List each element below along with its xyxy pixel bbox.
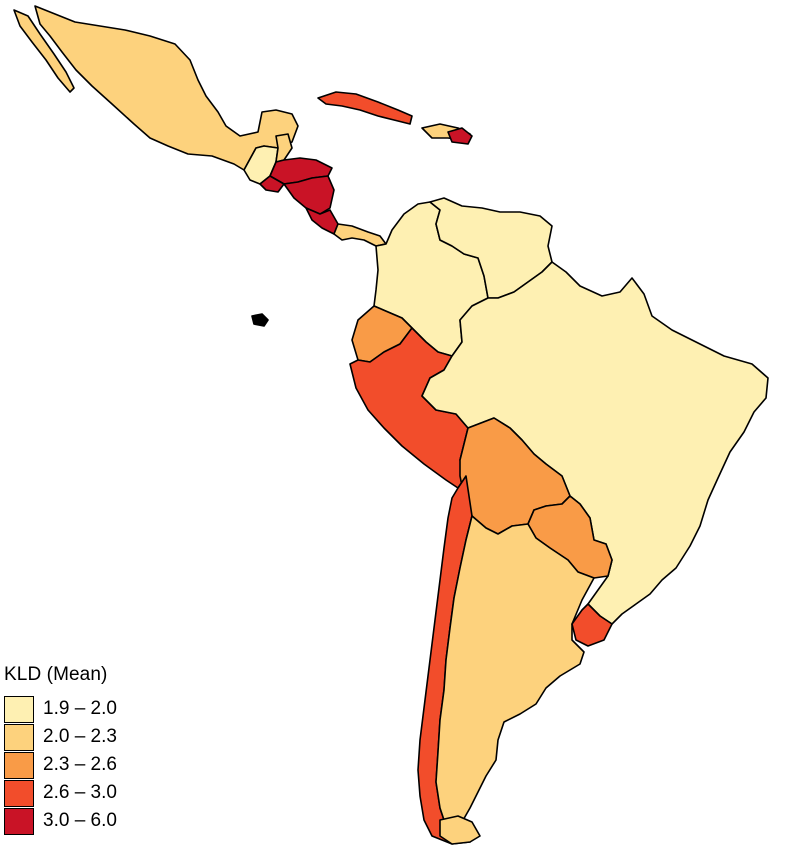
legend-label: 2.3 – 2.6 (43, 754, 117, 775)
legend-swatch (4, 695, 34, 723)
legend-item: 2.3 – 2.6 (4, 751, 184, 779)
map-legend: KLD (Mean) 1.9 – 2.0 2.0 – 2.3 2.3 – 2.6… (4, 664, 184, 835)
legend-label: 1.9 – 2.0 (43, 698, 117, 719)
country-uruguay[interactable] (571, 603, 613, 647)
legend-swatch (4, 807, 34, 835)
legend-swatch (4, 751, 34, 779)
country-puerto-rico[interactable] (447, 127, 473, 145)
country-tierra-del-fuego[interactable] (439, 815, 481, 845)
legend-label: 2.6 – 3.0 (43, 782, 117, 803)
legend-item: 2.0 – 2.3 (4, 723, 184, 751)
legend-item: 2.6 – 3.0 (4, 779, 184, 807)
legend-swatch (4, 779, 34, 807)
legend-swatch (4, 723, 34, 751)
legend-item: 3.0 – 6.0 (4, 807, 184, 835)
country-panama[interactable] (333, 223, 387, 247)
country-nicaragua[interactable] (283, 175, 335, 215)
legend-title: KLD (Mean) (4, 664, 108, 685)
legend-label: 2.0 – 2.3 (43, 726, 117, 747)
galapagos-islands (251, 313, 269, 327)
country-el-salvador[interactable] (259, 175, 285, 193)
country-mexico-baja[interactable] (13, 9, 75, 93)
country-brazil[interactable] (421, 261, 769, 625)
country-argentina[interactable] (435, 515, 595, 835)
country-mexico[interactable] (34, 5, 299, 171)
country-cuba[interactable] (317, 91, 413, 125)
country-belize[interactable] (275, 133, 293, 163)
legend-label: 3.0 – 6.0 (43, 810, 117, 831)
legend-item: 1.9 – 2.0 (4, 695, 184, 723)
